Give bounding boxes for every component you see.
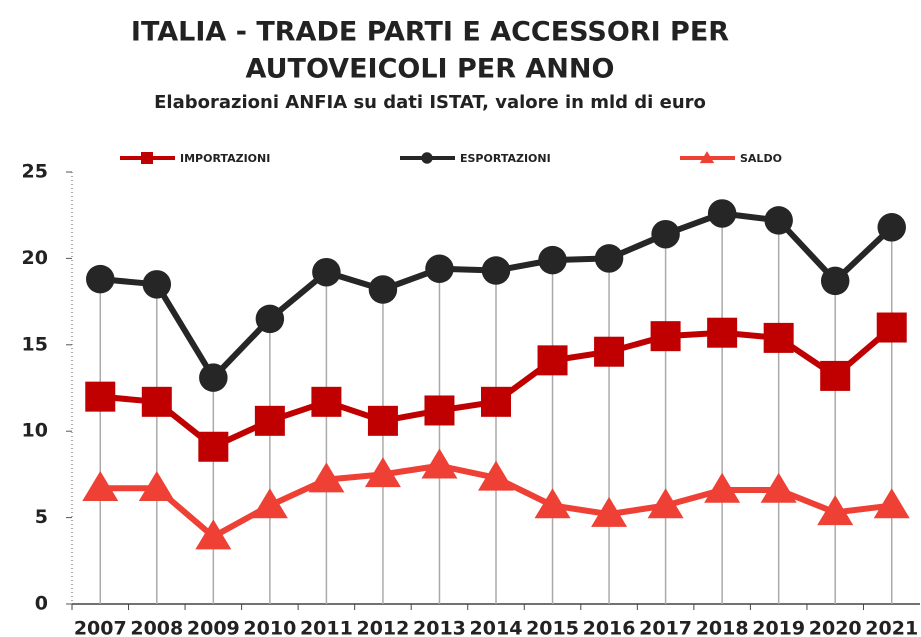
x-tick-label: 2019 [752,618,805,637]
y-tick-label: 5 [35,506,48,528]
marker [251,488,288,519]
y-tick-label: 15 [22,333,48,355]
marker [312,257,341,287]
marker [141,386,172,417]
marker [424,395,455,426]
marker [594,336,625,367]
marker [820,266,850,296]
legend-label: IMPORTAZIONI [180,152,270,165]
marker [707,317,738,348]
marker [82,470,119,501]
x-tick-label: 2014 [470,618,523,637]
marker [538,245,567,275]
x-tick-label: 2017 [639,618,692,637]
y-tick-label: 20 [22,247,48,269]
y-tick-label: 0 [35,593,48,615]
marker [85,381,116,412]
marker [367,405,398,436]
marker [255,304,285,334]
marker [873,488,910,519]
chart-title: AUTOVEICOLI PER ANNO [246,54,615,85]
marker [198,431,229,462]
marker [254,405,285,436]
marker [364,457,401,488]
marker [481,386,511,417]
x-tick-label: 2021 [865,618,918,637]
marker [142,270,172,299]
legend-marker [421,152,433,164]
chart-subtitle: Elaborazioni ANFIA su dati ISTAT, valore… [154,92,706,113]
marker [534,488,571,519]
chart-title: ITALIA - TRADE PARTI E ACCESSORI PER [131,17,729,48]
marker [308,462,345,493]
x-tick-label: 2016 [583,618,636,637]
marker [707,199,737,228]
legend-label: SALDO [740,152,782,165]
marker [138,470,175,501]
marker [481,256,511,285]
x-tick-label: 2012 [356,618,409,637]
marker [199,363,228,392]
marker [647,488,684,519]
marker [651,219,680,249]
x-tick-label: 2011 [300,618,353,637]
x-tick-label: 2015 [526,618,579,637]
marker [195,519,232,550]
marker [820,360,851,391]
x-tick-label: 2007 [74,618,127,637]
x-tick-label: 2010 [243,618,296,637]
marker [421,448,458,479]
legend-marker [699,151,715,164]
marker [425,254,454,284]
marker [86,264,115,294]
marker [594,244,624,273]
marker [537,345,568,376]
legend-label: ESPORTAZIONI [460,152,551,165]
x-tick-label: 2018 [696,618,749,637]
marker [877,213,906,242]
marker [368,275,398,304]
x-tick-label: 2013 [413,618,466,637]
marker [704,472,741,503]
marker [760,472,797,503]
y-tick-label: 10 [22,420,48,442]
marker [478,460,514,491]
marker [591,496,628,527]
marker [764,206,793,235]
x-tick-label: 2020 [809,618,862,637]
marker [650,321,681,352]
x-tick-label: 2009 [187,618,240,637]
marker [876,312,907,343]
legend-marker [141,152,153,164]
marker [817,495,854,526]
y-tick-label: 25 [22,161,48,183]
x-tick-label: 2008 [130,618,183,637]
marker [311,386,342,417]
marker [763,322,794,353]
